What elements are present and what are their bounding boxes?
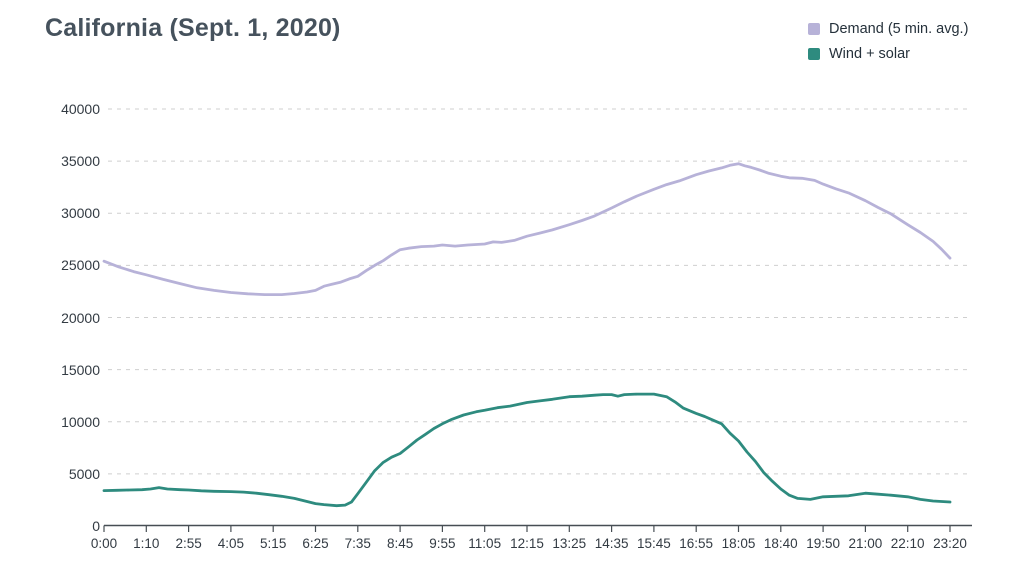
y-tick-label: 0 [92,518,100,534]
y-tick-label: 30000 [61,205,100,222]
x-tick-label: 19:50 [806,536,840,551]
x-tick-label: 9:55 [429,536,456,551]
y-tick-label: 35000 [61,153,100,170]
x-tick-label: 0:00 [90,536,118,551]
y-tick-label: 25000 [61,257,100,274]
x-tick-label: 1:10 [133,536,160,551]
wind-solar-line [102,392,952,508]
y-tick-label: 5000 [68,465,100,482]
x-tick-label: 7:35 [344,536,371,551]
x-tick-label: 8:45 [386,536,414,551]
x-tick-label: 4:05 [217,536,245,551]
x-tick-label: 18:05 [721,536,756,551]
legend-item-demand: Demand (5 min. avg.) [808,21,968,37]
x-tick-label: 15:45 [636,536,671,551]
y-tick-label: 20000 [61,309,100,326]
chart-title: California (Sept. 1, 2020) [45,14,341,42]
x-tick-label: 18:40 [763,536,798,551]
wind-solar-legend-swatch-icon [808,48,820,60]
x-tick-label: 21:00 [848,536,883,551]
x-tick-label: 22:10 [890,536,925,551]
legend-label-demand: Demand (5 min. avg.) [829,21,969,37]
legend: Demand (5 min. avg.) Wind + solar [808,21,968,71]
y-tick-label: 10000 [61,413,100,430]
x-tick-label: 6:25 [302,536,329,551]
x-tick-label: 11:05 [468,536,502,551]
x-tick-label: 12:15 [510,536,544,551]
x-tick-label: 5:15 [260,536,287,551]
legend-label-wind-solar: Wind + solar [829,46,910,62]
demand-legend-swatch-icon [808,23,820,35]
x-tick-label: 23:20 [933,536,967,551]
x-tick-label: 16:55 [679,536,714,551]
x-tick-label: 2:55 [175,536,202,551]
y-tick-label: 15000 [61,361,100,378]
y-tick-label: 40000 [61,101,100,117]
x-tick-label: 14:35 [594,536,629,551]
demand-line [102,162,952,296]
x-tick-label: 13:25 [552,536,587,551]
legend-item-wind-solar: Wind + solar [808,46,968,62]
